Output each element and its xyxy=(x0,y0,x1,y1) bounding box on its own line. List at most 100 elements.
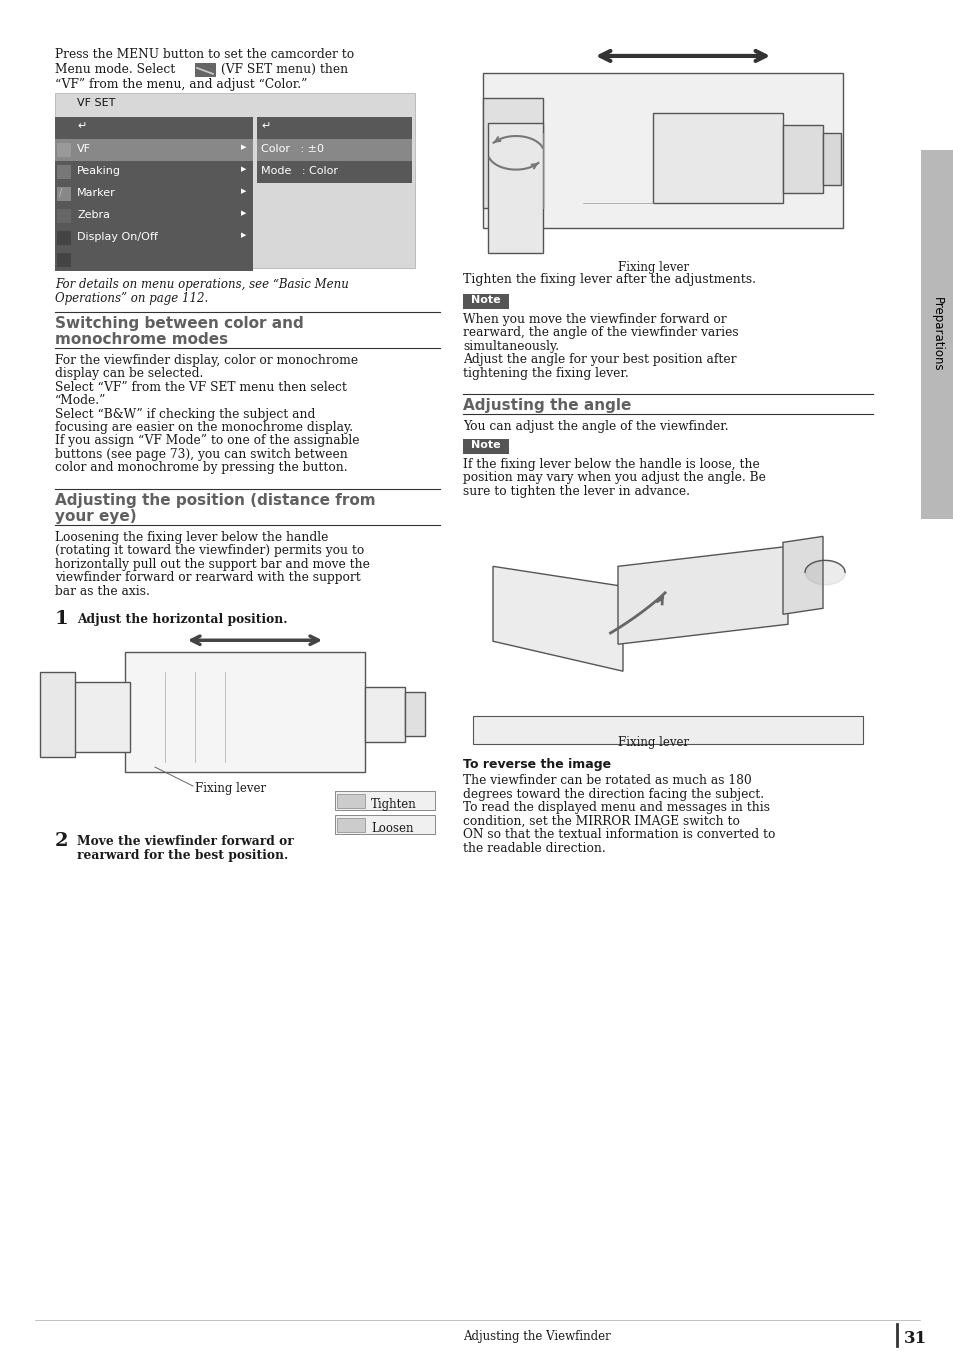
Bar xyxy=(55,116,253,139)
Bar xyxy=(55,161,253,183)
Text: horizontally pull out the support bar and move the: horizontally pull out the support bar an… xyxy=(55,558,370,571)
Text: sure to tighten the lever in advance.: sure to tighten the lever in advance. xyxy=(462,485,689,498)
Text: Adjusting the angle: Adjusting the angle xyxy=(462,397,631,412)
Text: Marker: Marker xyxy=(77,188,115,197)
Text: 2: 2 xyxy=(55,831,69,850)
Polygon shape xyxy=(782,537,822,614)
Bar xyxy=(57,165,71,178)
Text: Fixing lever: Fixing lever xyxy=(194,781,266,795)
Text: color and monochrome by pressing the button.: color and monochrome by pressing the but… xyxy=(55,461,347,475)
Polygon shape xyxy=(618,546,787,645)
Text: Adjust the angle for your best position after: Adjust the angle for your best position … xyxy=(462,353,736,366)
Text: VF SET: VF SET xyxy=(77,97,115,108)
Text: Move the viewfinder forward or: Move the viewfinder forward or xyxy=(77,836,294,848)
Bar xyxy=(57,253,71,266)
Bar xyxy=(40,672,75,757)
Bar xyxy=(336,794,365,808)
Text: Adjusting the position (distance from: Adjusting the position (distance from xyxy=(55,493,375,508)
Bar xyxy=(57,208,71,223)
Text: Note: Note xyxy=(471,295,500,304)
Text: rearward for the best position.: rearward for the best position. xyxy=(77,849,288,863)
Bar xyxy=(57,187,71,200)
Text: degrees toward the direction facing the subject.: degrees toward the direction facing the … xyxy=(462,788,763,800)
Text: For the viewfinder display, color or monochrome: For the viewfinder display, color or mon… xyxy=(55,354,357,366)
Text: Peaking: Peaking xyxy=(77,166,121,176)
Bar xyxy=(125,652,365,772)
Bar xyxy=(462,439,509,454)
Text: (rotating it toward the viewfinder) permits you to: (rotating it toward the viewfinder) perm… xyxy=(55,545,364,557)
Text: Select “B&W” if checking the subject and: Select “B&W” if checking the subject and xyxy=(55,407,315,420)
Text: Adjust the horizontal position.: Adjust the horizontal position. xyxy=(77,614,287,626)
Text: ▶: ▶ xyxy=(241,231,246,238)
Bar xyxy=(57,231,71,245)
Text: VF: VF xyxy=(77,143,91,154)
Text: Switching between color and: Switching between color and xyxy=(55,315,303,331)
Bar xyxy=(365,687,405,742)
Text: buttons (see page 73), you can switch between: buttons (see page 73), you can switch be… xyxy=(55,448,348,461)
Bar xyxy=(405,692,424,735)
Text: “VF” from the menu, and adjust “Color.”: “VF” from the menu, and adjust “Color.” xyxy=(55,78,307,91)
Text: ON so that the textual information is converted to: ON so that the textual information is co… xyxy=(462,827,775,841)
Text: rearward, the angle of the viewfinder varies: rearward, the angle of the viewfinder va… xyxy=(462,326,738,339)
Text: monochrome modes: monochrome modes xyxy=(55,331,228,346)
Bar xyxy=(920,150,953,519)
Bar xyxy=(55,93,415,268)
Bar xyxy=(462,293,509,308)
Text: Press the MENU button to set the camcorder to: Press the MENU button to set the camcord… xyxy=(55,47,354,61)
Bar xyxy=(256,139,412,161)
Text: Select “VF” from the VF SET menu then select: Select “VF” from the VF SET menu then se… xyxy=(55,380,347,393)
Text: ▶: ▶ xyxy=(241,166,246,172)
Text: Tighten the fixing lever after the adjustments.: Tighten the fixing lever after the adjus… xyxy=(462,273,755,285)
Text: display can be selected.: display can be selected. xyxy=(55,366,203,380)
Text: ↵: ↵ xyxy=(261,120,270,131)
Bar xyxy=(55,249,253,270)
Text: Menu mode. Select: Menu mode. Select xyxy=(55,64,179,76)
Text: ▶: ▶ xyxy=(241,143,246,150)
Text: (VF SET menu) then: (VF SET menu) then xyxy=(216,64,348,76)
Bar xyxy=(482,73,842,227)
Bar xyxy=(55,139,253,161)
Text: 31: 31 xyxy=(903,1330,926,1348)
Text: ↵: ↵ xyxy=(77,120,87,131)
Text: your eye): your eye) xyxy=(55,508,136,523)
Bar xyxy=(336,818,365,831)
Text: Fixing lever: Fixing lever xyxy=(618,735,688,749)
Bar xyxy=(55,183,253,204)
Text: Preparations: Preparations xyxy=(930,297,943,372)
Text: Loosening the fixing lever below the handle: Loosening the fixing lever below the han… xyxy=(55,531,328,544)
Bar xyxy=(488,123,542,253)
Text: condition, set the MIRROR IMAGE switch to: condition, set the MIRROR IMAGE switch t… xyxy=(462,814,740,827)
Text: simultaneously.: simultaneously. xyxy=(462,339,558,353)
Text: If you assign “VF Mode” to one of the assignable: If you assign “VF Mode” to one of the as… xyxy=(55,434,359,448)
Text: Zebra: Zebra xyxy=(77,210,110,220)
Text: bar as the axis.: bar as the axis. xyxy=(55,585,150,598)
Text: When you move the viewfinder forward or: When you move the viewfinder forward or xyxy=(462,312,726,326)
Bar xyxy=(70,683,130,752)
Text: position may vary when you adjust the angle. Be: position may vary when you adjust the an… xyxy=(462,472,765,484)
Text: Color   : ±0: Color : ±0 xyxy=(261,143,324,154)
Bar xyxy=(482,97,542,208)
Text: the readable direction.: the readable direction. xyxy=(462,841,605,854)
Text: “Mode.”: “Mode.” xyxy=(55,393,107,407)
Text: To read the displayed menu and messages in this: To read the displayed menu and messages … xyxy=(462,800,769,814)
Text: Fixing lever: Fixing lever xyxy=(618,261,688,273)
Text: Operations” on page 112.: Operations” on page 112. xyxy=(55,292,208,304)
Text: tightening the fixing lever.: tightening the fixing lever. xyxy=(462,366,628,380)
Bar xyxy=(822,132,841,185)
Text: focusing are easier on the monochrome display.: focusing are easier on the monochrome di… xyxy=(55,420,353,434)
Text: 1: 1 xyxy=(55,610,69,629)
Text: ▶: ▶ xyxy=(241,188,246,193)
Bar xyxy=(782,124,822,193)
Text: /: / xyxy=(59,188,62,197)
Text: The viewfinder can be rotated as much as 180: The viewfinder can be rotated as much as… xyxy=(462,775,751,787)
Text: Display On/Off: Display On/Off xyxy=(77,231,157,242)
Text: To reverse the image: To reverse the image xyxy=(462,758,611,771)
Text: Loosen: Loosen xyxy=(371,822,413,836)
Text: Tighten: Tighten xyxy=(371,798,416,811)
Text: Mode   : Color: Mode : Color xyxy=(261,166,337,176)
Bar xyxy=(256,116,412,139)
Bar xyxy=(335,815,435,834)
Text: ▶: ▶ xyxy=(241,210,246,216)
Polygon shape xyxy=(493,566,622,671)
Bar xyxy=(55,204,253,227)
